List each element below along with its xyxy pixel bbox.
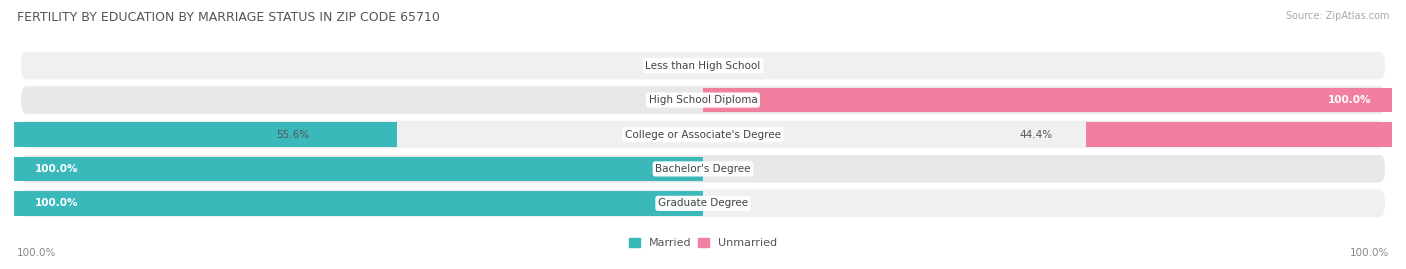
Bar — [703, 88, 1392, 112]
Text: 44.4%: 44.4% — [1019, 129, 1053, 140]
Text: 100.0%: 100.0% — [1327, 95, 1371, 105]
FancyBboxPatch shape — [21, 52, 1385, 79]
Bar — [14, 122, 396, 147]
Text: 0.0%: 0.0% — [714, 164, 741, 174]
Bar — [1085, 122, 1392, 147]
Bar — [14, 191, 703, 216]
Text: Source: ZipAtlas.com: Source: ZipAtlas.com — [1285, 11, 1389, 21]
Text: 100.0%: 100.0% — [35, 164, 79, 174]
Text: 100.0%: 100.0% — [17, 248, 56, 258]
Text: High School Diploma: High School Diploma — [648, 95, 758, 105]
Text: Graduate Degree: Graduate Degree — [658, 198, 748, 208]
Text: 0.0%: 0.0% — [714, 61, 741, 71]
Text: Less than High School: Less than High School — [645, 61, 761, 71]
FancyBboxPatch shape — [21, 190, 1385, 217]
Legend: Married, Unmarried: Married, Unmarried — [624, 233, 782, 253]
Text: 0.0%: 0.0% — [665, 61, 692, 71]
Bar — [14, 157, 703, 181]
Text: Bachelor's Degree: Bachelor's Degree — [655, 164, 751, 174]
Text: 100.0%: 100.0% — [35, 198, 79, 208]
FancyBboxPatch shape — [21, 121, 1385, 148]
Text: 0.0%: 0.0% — [714, 198, 741, 208]
Text: 55.6%: 55.6% — [276, 129, 309, 140]
Text: 0.0%: 0.0% — [665, 95, 692, 105]
Text: FERTILITY BY EDUCATION BY MARRIAGE STATUS IN ZIP CODE 65710: FERTILITY BY EDUCATION BY MARRIAGE STATU… — [17, 11, 440, 24]
Text: College or Associate's Degree: College or Associate's Degree — [626, 129, 780, 140]
FancyBboxPatch shape — [21, 155, 1385, 183]
Text: 100.0%: 100.0% — [1350, 248, 1389, 258]
FancyBboxPatch shape — [21, 86, 1385, 114]
